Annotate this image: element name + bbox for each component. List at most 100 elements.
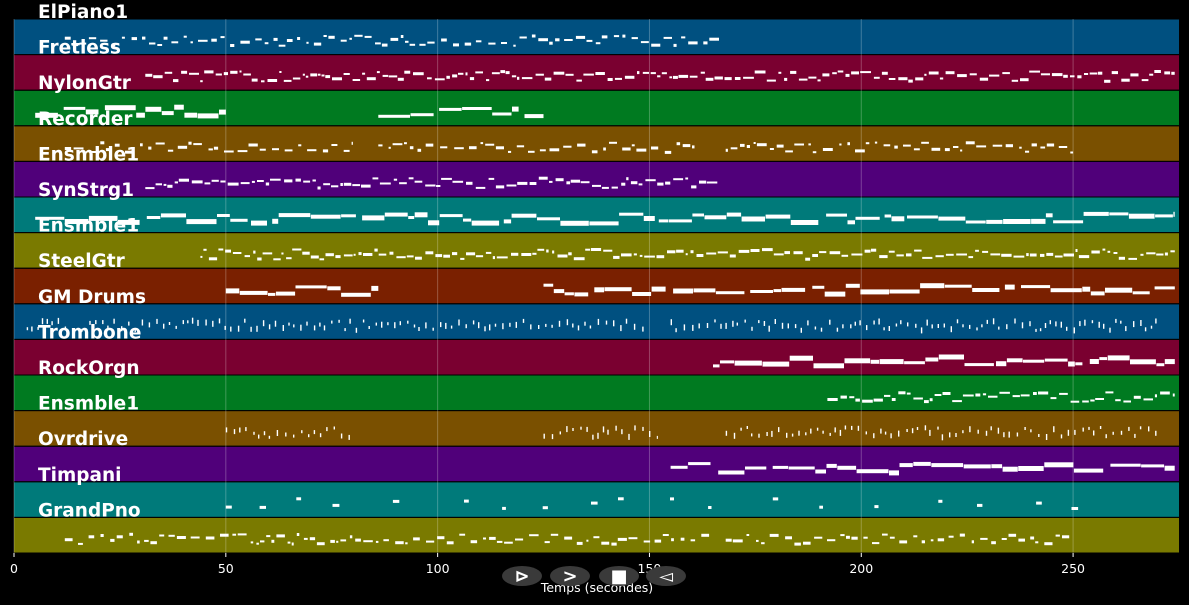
note-mark: [161, 111, 174, 116]
note-mark: [134, 328, 136, 333]
note-mark: [564, 39, 573, 41]
track-labels-group: ElPiano1 Fretless NylonGtr Recorder Ensmble1…: [38, 2, 146, 521]
note-mark: [846, 535, 850, 539]
forward-button[interactable]: >: [550, 566, 590, 587]
note-mark: [956, 253, 967, 256]
note-mark: [989, 74, 1000, 77]
note-mark: [118, 219, 140, 225]
note-mark: [332, 503, 340, 507]
note-mark: [855, 398, 860, 402]
note-mark: [1071, 507, 1079, 510]
note-mark: [800, 327, 802, 333]
note-mark: [480, 142, 484, 145]
note-mark: [545, 323, 547, 327]
note-mark: [406, 255, 414, 258]
note-mark: [375, 540, 379, 543]
note-mark: [257, 257, 262, 261]
note-mark: [1139, 426, 1142, 430]
note-mark: [549, 41, 553, 45]
note-mark: [791, 433, 794, 437]
note-mark: [730, 147, 738, 150]
note-mark: [355, 538, 361, 542]
note-mark: [575, 35, 586, 39]
note-mark: [415, 256, 422, 260]
note-mark: [414, 180, 423, 183]
note-mark: [604, 287, 632, 292]
note-mark: [772, 497, 779, 501]
note-mark: [88, 37, 97, 40]
note-mark: [945, 71, 955, 75]
note-mark: [1019, 146, 1022, 149]
note-mark: [725, 430, 728, 436]
note-mark: [812, 254, 818, 257]
note-mark: [920, 327, 923, 334]
note-mark: [654, 539, 662, 543]
note-mark: [483, 537, 486, 540]
note-mark: [1148, 426, 1150, 432]
note-mark: [1075, 249, 1078, 252]
stop-button[interactable]: ■: [599, 566, 639, 587]
note-mark: [1060, 321, 1062, 328]
note-mark: [362, 319, 365, 323]
note-mark: [215, 73, 222, 76]
note-mark: [1115, 399, 1121, 402]
note-mark: [1020, 394, 1030, 397]
play-button[interactable]: ⊳: [502, 566, 542, 587]
note-mark: [844, 425, 847, 430]
note-mark: [332, 77, 342, 81]
note-mark: [1018, 538, 1025, 542]
note-mark: [790, 70, 797, 74]
note-mark: [504, 541, 513, 544]
note-mark: [1133, 321, 1135, 328]
note-mark: [769, 148, 774, 150]
note-mark: [95, 320, 97, 325]
note-mark: [839, 429, 842, 436]
note-mark: [307, 149, 317, 152]
note-mark: [136, 112, 145, 118]
note-mark: [470, 540, 478, 544]
note-mark: [613, 35, 620, 38]
note-mark: [459, 533, 466, 536]
note-mark: [177, 145, 188, 149]
note-mark: [362, 215, 385, 221]
note-mark: [785, 150, 793, 153]
note-mark: [296, 533, 300, 536]
note-mark: [445, 322, 447, 329]
note-mark: [814, 536, 823, 539]
note-mark: [64, 219, 89, 224]
note-mark: [353, 253, 356, 256]
note-mark: [502, 323, 504, 330]
note-mark: [784, 251, 790, 255]
note-mark: [609, 141, 617, 144]
note-mark: [675, 328, 677, 333]
note-mark: [440, 146, 448, 149]
track-label-3: Recorder: [38, 109, 133, 130]
back-button[interactable]: ◅: [646, 566, 686, 587]
track-label-14: GrandPno: [38, 500, 141, 521]
note-mark: [634, 425, 636, 431]
note-mark: [244, 255, 250, 258]
note-mark: [211, 179, 219, 182]
track-label-8: GM Drums: [38, 287, 146, 308]
note-mark: [544, 77, 552, 81]
note-mark: [465, 72, 468, 76]
note-mark: [259, 505, 266, 509]
note-mark: [591, 150, 598, 154]
note-mark: [615, 425, 617, 431]
note-mark: [1156, 253, 1164, 256]
note-mark: [639, 254, 643, 257]
track-band-10: [14, 375, 1179, 411]
note-mark: [726, 212, 742, 217]
note-mark: [35, 112, 58, 118]
note-mark: [956, 319, 959, 324]
note-mark: [938, 354, 964, 360]
note-mark: [539, 149, 546, 152]
note-mark: [584, 321, 586, 326]
note-mark: [501, 42, 507, 44]
note-mark: [319, 433, 322, 438]
note-mark: [475, 186, 486, 189]
note-mark: [203, 248, 207, 251]
note-mark: [485, 143, 495, 146]
note-mark: [220, 180, 226, 183]
playback-controls[interactable]: ⊳ > ■ ◅: [502, 566, 686, 587]
